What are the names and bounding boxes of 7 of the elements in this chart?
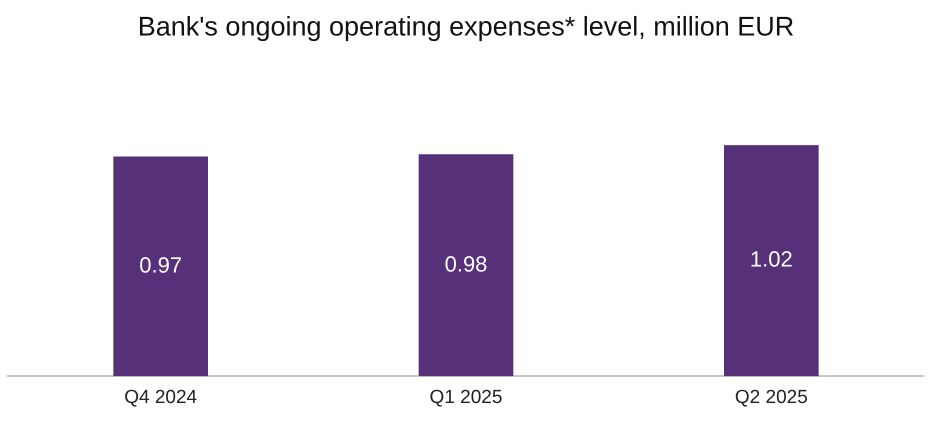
x-tick-label: Q1 2025 — [430, 386, 502, 408]
chart-title: Bank's ongoing operating expenses* level, million EUR — [138, 12, 794, 42]
x-tick-label: Q4 2024 — [124, 386, 198, 408]
data-label: 0.97 — [139, 252, 182, 278]
data-label: 1.02 — [750, 246, 793, 272]
x-tick-label: Q2 2025 — [734, 386, 808, 408]
data-label: 0.98 — [444, 251, 488, 276]
